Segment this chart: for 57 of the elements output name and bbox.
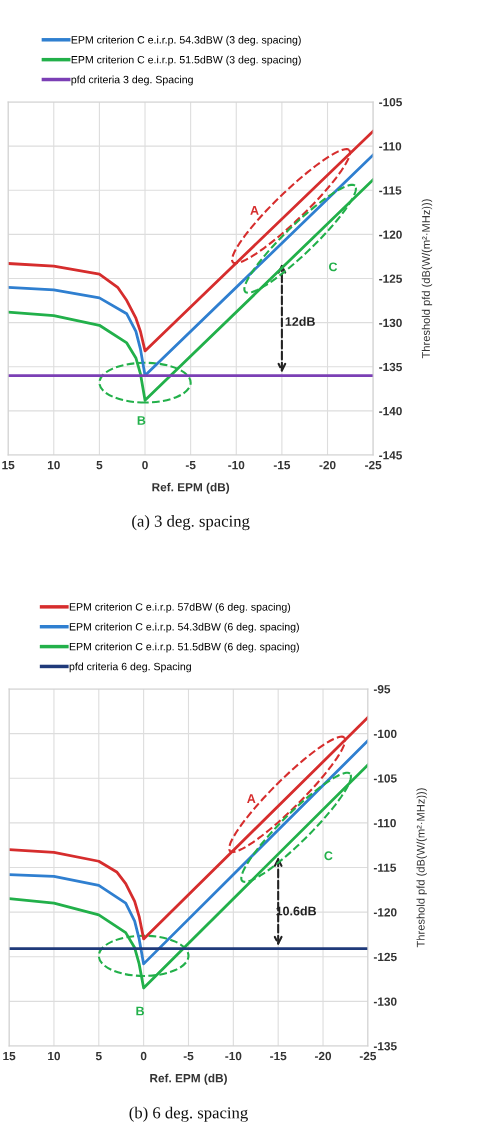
y-tick-label: -145 xyxy=(379,451,402,460)
annotation: A xyxy=(247,794,256,803)
y-axis-title: Threshold pfd (dB(W/(m²·MHz))) xyxy=(421,199,433,359)
x-tick-label: 0 xyxy=(140,1051,147,1061)
legend-label: EPM criterion C e.i.r.p. 51.5dBW (3 deg. spacing) xyxy=(71,55,301,66)
x-tick-label: 5 xyxy=(95,1051,102,1061)
y-tick-label: -130 xyxy=(373,997,397,1006)
legend-label: EPM criterion C e.i.r.p. 54.3dBW (3 deg. spacing) xyxy=(71,35,301,46)
y-tick-label: -105 xyxy=(379,98,402,107)
legend-label: EPM criterion C e.i.r.p. 51.5dBW (6 deg. spacing) xyxy=(69,642,299,653)
x-tick-label: -15 xyxy=(270,1051,287,1061)
y-tick-label: -125 xyxy=(379,274,402,283)
x-tick-label: -5 xyxy=(183,1051,194,1061)
x-tick-label: -10 xyxy=(228,460,245,470)
y-tick-label: -110 xyxy=(379,142,402,151)
x-axis-title: Ref. EPM (dB) xyxy=(152,482,230,494)
x-tick-label: -20 xyxy=(314,1051,332,1061)
annotation: C xyxy=(328,262,338,272)
annotation: 10.6dB xyxy=(276,906,317,916)
y-tick-label: -120 xyxy=(373,908,397,917)
annotation: 12dB xyxy=(285,316,315,326)
x-tick-label: 10 xyxy=(47,460,60,470)
y-tick-label: -135 xyxy=(373,1042,397,1051)
annotation: B xyxy=(136,1006,144,1016)
x-tick-label: 10 xyxy=(48,1051,61,1061)
x-tick-label: -25 xyxy=(359,1051,377,1061)
legend-label: pfd criteria 6 deg. Spacing xyxy=(69,662,191,673)
y-tick-label: -120 xyxy=(379,230,402,239)
y-tick-label: -110 xyxy=(373,818,396,828)
x-tick-label: -15 xyxy=(273,461,291,470)
text: (b) 6 deg. spacing xyxy=(129,1106,248,1122)
y-tick-label: -95 xyxy=(373,685,391,694)
x-tick-label: 5 xyxy=(96,461,103,470)
legend-label: pfd criteria 3 deg. Spacing xyxy=(71,75,193,86)
annotation: A xyxy=(250,206,259,215)
x-axis-title: Ref. EPM (dB) xyxy=(150,1073,227,1085)
y-tick-label: -140 xyxy=(379,406,402,416)
y-tick-label: -105 xyxy=(373,774,397,783)
y-axis-title: Threshold pfd (dB(W/(m²·MHz))) xyxy=(416,788,427,948)
x-tick-label: 0 xyxy=(142,460,148,470)
y-tick-label: -130 xyxy=(379,318,402,328)
x-tick-label: 15 xyxy=(2,461,15,470)
annotation: B xyxy=(137,416,146,425)
x-tick-label: 15 xyxy=(3,1051,16,1061)
y-tick-label: -100 xyxy=(373,729,397,738)
y-tick-label: -115 xyxy=(373,863,397,872)
annotation: C xyxy=(324,851,333,861)
legend-label: EPM criterion C e.i.r.p. 54.3dBW (6 deg. spacing) xyxy=(69,622,299,633)
y-tick-label: -115 xyxy=(379,186,402,195)
y-tick-label: -135 xyxy=(379,362,402,372)
legend-label: EPM criterion C e.i.r.p. 57dBW (6 deg. spacing) xyxy=(69,602,291,613)
x-tick-label: -25 xyxy=(365,460,382,470)
y-tick-label: -125 xyxy=(373,952,397,962)
x-tick-label: -5 xyxy=(185,461,196,470)
text: (a) 3 deg. spacing xyxy=(132,515,250,531)
x-tick-label: -20 xyxy=(319,460,336,470)
x-tick-label: -10 xyxy=(225,1051,242,1061)
